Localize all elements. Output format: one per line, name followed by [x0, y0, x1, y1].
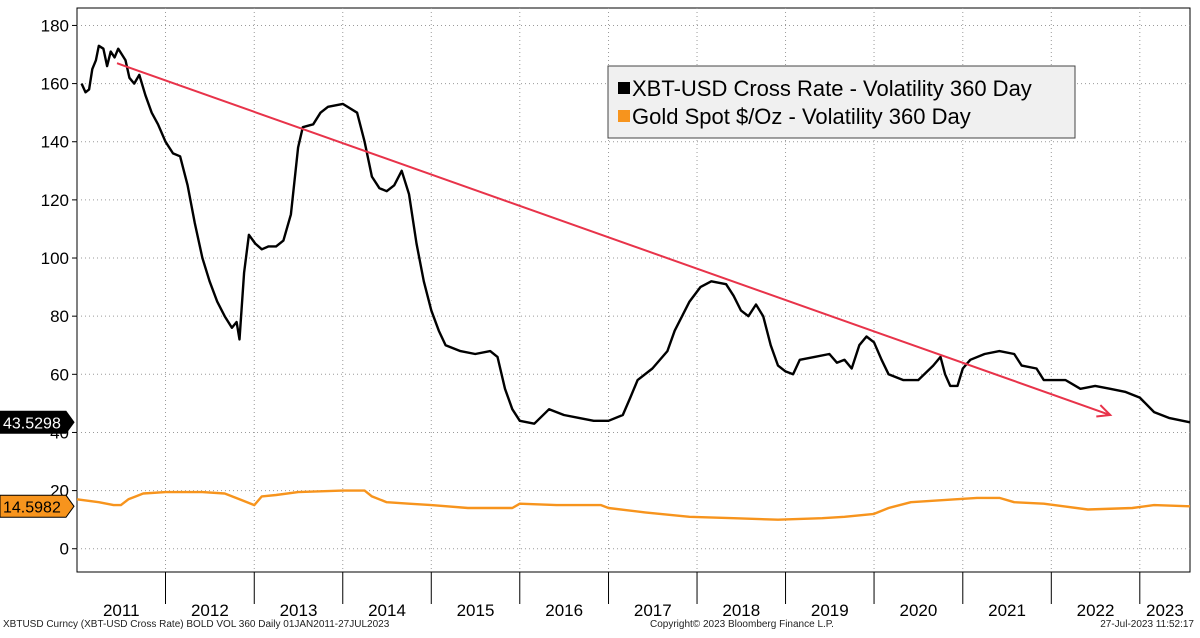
xbt-volatility-line [80, 44, 1191, 425]
chart-footer: XBTUSD Curncy (XBT-USD Cross Rate) BOLD … [0, 617, 1200, 633]
x-tick-label: 2018 [722, 601, 760, 620]
x-tick-label: 2011 [103, 601, 140, 620]
x-tick-label: 2012 [191, 601, 229, 620]
y-tick-label: 100 [41, 249, 69, 268]
xbt-last-value-badge [0, 410, 75, 434]
footer-copyright: Copyright© 2023 Bloomberg Finance L.P. [650, 619, 834, 630]
legend-label-gold: Gold Spot $/Oz - Volatility 360 Day [632, 104, 971, 129]
trend-arrow-head [1096, 404, 1113, 418]
legend-label-xbt: XBT-USD Cross Rate - Volatility 360 Day [632, 76, 1032, 101]
x-tick-label: 2016 [545, 601, 583, 620]
x-tick-label: 2023 [1146, 601, 1184, 620]
y-tick-label: 60 [50, 365, 69, 384]
y-tick-label: 140 [41, 133, 69, 152]
legend-swatch-gold [618, 110, 630, 122]
y-tick-label: 0 [60, 540, 69, 559]
y-tick-label: 180 [41, 16, 69, 35]
gold-last-value-badge [0, 494, 75, 518]
xbt-last-value-label: 43.5298 [3, 415, 61, 432]
footer-source: XBTUSD Curncy (XBT-USD Cross Rate) BOLD … [3, 619, 390, 630]
y-tick-label: 120 [41, 191, 69, 210]
x-tick-label: 2022 [1077, 601, 1115, 620]
gold-volatility-line [76, 489, 1191, 521]
x-tick-label: 2019 [811, 601, 849, 620]
x-tick-label: 2017 [634, 601, 672, 620]
y-tick-label: 160 [41, 75, 69, 94]
x-tick-label: 2021 [988, 601, 1026, 620]
trend-arrow-line [116, 62, 1111, 416]
legend-box [607, 65, 1076, 139]
y-tick-label: 80 [50, 307, 69, 326]
x-tick-label: 2020 [900, 601, 938, 620]
x-tick-label: 2015 [457, 601, 495, 620]
legend-swatch-xbt [618, 82, 630, 94]
x-tick-label: 2014 [368, 601, 406, 620]
footer-timestamp: 27-Jul-2023 11:52:17 [1100, 619, 1194, 630]
gold-last-value-label: 14.5982 [3, 499, 61, 516]
x-tick-label: 2013 [280, 601, 318, 620]
